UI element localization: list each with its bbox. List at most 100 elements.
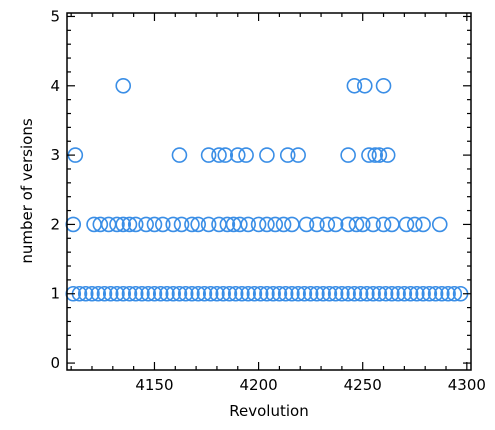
data-point [267, 216, 284, 233]
axis-ticks: 4150 4200 4250 4300 0 1 2 3 4 5 [50, 7, 485, 394]
data-point [259, 147, 275, 163]
data-point [365, 285, 381, 302]
data-point [359, 285, 375, 302]
data-point [238, 147, 254, 163]
data-point [232, 216, 248, 233]
data-point [127, 285, 144, 302]
data-point [402, 285, 419, 302]
data-point [152, 285, 169, 302]
data-point [240, 285, 256, 302]
data-point [138, 216, 154, 233]
data-point [259, 216, 275, 233]
data-point [340, 285, 356, 302]
data-point [202, 285, 219, 302]
data-point [377, 285, 394, 302]
x-tick-label: 4200 [239, 376, 277, 394]
data-point [221, 285, 238, 302]
data-point [115, 216, 132, 233]
data-point [229, 147, 246, 163]
data-point [415, 216, 431, 233]
data-point [240, 216, 256, 233]
data-point [384, 216, 400, 233]
data-point [84, 285, 100, 302]
data-point [277, 285, 294, 302]
data-point [154, 216, 171, 233]
x-axis-label: Revolution [229, 402, 308, 420]
data-point [211, 216, 227, 233]
data-point [379, 147, 396, 163]
y-axis-label: number of versions [18, 118, 36, 263]
data-point [121, 285, 138, 302]
data-point [346, 77, 363, 94]
x-tick-label: 4250 [344, 376, 382, 394]
y-tick-label: 2 [50, 215, 60, 233]
data-point [371, 285, 388, 302]
data-point [115, 77, 132, 94]
data-point [327, 285, 344, 302]
data-point [115, 285, 132, 302]
data-point [367, 147, 384, 163]
data-point [200, 147, 217, 163]
data-point [296, 285, 313, 302]
data-point [127, 216, 144, 233]
data-point [92, 216, 109, 233]
data-point [171, 285, 188, 302]
data-point [375, 77, 392, 94]
data-point [184, 216, 200, 233]
data-point [371, 147, 388, 163]
data-point [184, 285, 200, 302]
data-point [102, 285, 119, 302]
data-point [354, 216, 371, 233]
data-point [171, 147, 188, 163]
data-point [356, 77, 373, 94]
data-point [446, 285, 463, 302]
data-point [209, 285, 225, 302]
data-point [290, 147, 306, 163]
data-point [121, 216, 138, 233]
data-point [434, 285, 450, 302]
data-point [319, 216, 336, 233]
data-point [409, 285, 425, 302]
data-point [334, 285, 350, 302]
data-point [259, 285, 275, 302]
data-point [200, 216, 217, 233]
y-tick-label: 5 [50, 7, 60, 25]
data-point [275, 216, 292, 233]
data-point [211, 147, 227, 163]
data-point [427, 285, 444, 302]
data-point [406, 216, 423, 233]
data-point [271, 285, 288, 302]
y-tick-label: 4 [50, 77, 60, 95]
data-point [431, 216, 448, 233]
data-point [65, 285, 82, 302]
data-point [96, 285, 113, 302]
data-point [165, 285, 182, 302]
data-point [327, 216, 344, 233]
data-point [219, 216, 236, 233]
data-point [361, 147, 377, 163]
data-point [340, 147, 356, 163]
data-point [177, 285, 194, 302]
data-point [398, 216, 415, 233]
data-point [140, 285, 157, 302]
data-point [196, 285, 213, 302]
x-tick-label: 4150 [135, 376, 173, 394]
x-tick-label: 4300 [448, 376, 486, 394]
data-point [234, 285, 250, 302]
data-point [190, 216, 206, 233]
data-point [215, 285, 231, 302]
data-point [190, 285, 206, 302]
data-point [284, 285, 300, 302]
data-point [440, 285, 456, 302]
data-point [250, 216, 267, 233]
y-tick-label: 1 [50, 285, 60, 303]
y-tick-label: 0 [50, 354, 60, 372]
data-point [100, 216, 117, 233]
data-point [109, 216, 125, 233]
data-point [309, 285, 325, 302]
data-point [165, 216, 182, 233]
data-point [146, 216, 163, 233]
data-point [321, 285, 338, 302]
data-point [90, 285, 107, 302]
